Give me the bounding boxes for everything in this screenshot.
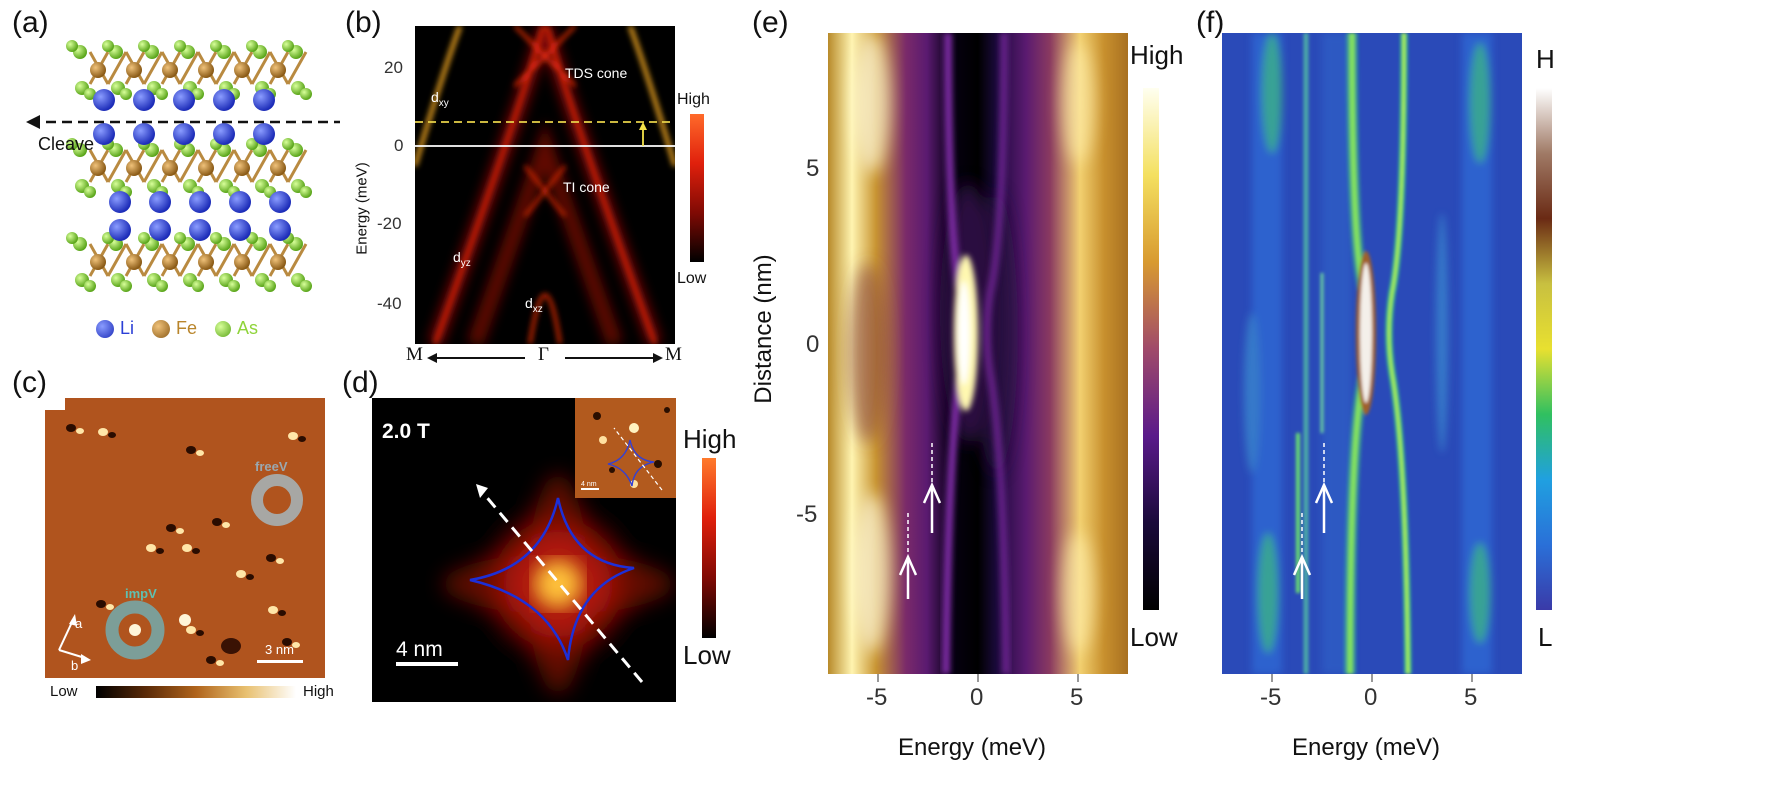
panel-d-label: (d) [342,366,379,399]
as-atom-icon [215,320,232,337]
inset-topography: 4 nm [575,398,676,498]
dxz-label: dxz [525,295,543,315]
up-arrow-icon [639,122,647,130]
fe-atom-icon [152,319,171,338]
arrow-up-icon [922,481,942,504]
panel-b-xtick: Γ [538,344,549,365]
panel-b-ytick: 0 [394,136,404,155]
scale-bar-d [396,662,458,666]
panel-b-colorbar-high: High [677,91,710,108]
panel-f-label: (f) [1196,6,1225,39]
panel-f-colorbar-high: H [1536,44,1555,74]
field-label: 2.0 T [382,420,430,443]
li-atom-icon [96,319,114,338]
panel-e-xlabel: Energy (meV) [898,734,1047,761]
legend-as-label: As [237,318,259,338]
panel-f-colorbar [1536,88,1552,610]
panel-c-label: (c) [12,366,47,399]
panel-e-ytick: -5 [796,501,818,528]
panel-b-xtick: M [665,344,682,365]
spectra-map-f [1222,33,1522,674]
panel-f-xtick: 0 [1364,684,1378,711]
panel-e-ylabel-wrap: Distance (nm) [744,254,784,403]
b-arrow-icon [81,654,91,664]
panel-b-colorbar-low: Low [677,270,707,287]
linecut-arrow-icon [476,484,488,498]
arrow-up-icon [1314,481,1334,504]
a-arrow-icon [69,614,77,626]
panel-a-label: (a) [12,6,49,39]
panel-f-xlabel: Energy (meV) [1292,734,1441,761]
dxy-label: dxy [431,89,449,109]
scale-label-d: 4 nm [396,638,443,661]
panel-d-colorbar-low: Low [683,640,731,670]
spectra-map-e [828,33,1128,674]
panel-b-axis-arrows [427,353,663,363]
atom-legend: Li Fe As [96,318,258,339]
panel-b-label: (b) [345,6,382,39]
panel-e-ytick: 5 [806,155,820,182]
panel-b-ylabel-wrap: Energy (meV) [347,140,375,280]
legend-li: Li [96,318,134,339]
panel-e-label: (e) [752,6,789,39]
ti-cone-label: TI cone [563,179,610,195]
panel-e-xtick: 0 [970,684,984,711]
scale-bar-c [257,660,303,663]
inset-scale-label: 4 nm [581,481,597,488]
panel-c-colorbar-high: High [303,683,334,700]
panel-f-xticks [1271,674,1473,682]
panel-f-xtick: -5 [1260,684,1282,711]
panel-b-ytick: -40 [377,294,402,313]
panel-c-colorbar [96,686,296,698]
tds-cone-label: TDS cone [565,65,627,81]
star-outline [469,497,635,661]
panel-e-xtick: -5 [866,684,888,711]
arrow-up-icon [1292,553,1312,576]
panel-b-colorbar [690,114,704,262]
topography-image: freeV impV a b 3 nm [45,398,325,678]
panel-e-ylabel: Distance (nm) [750,254,777,404]
panel-b-ytick: 20 [384,58,403,77]
left-arrow-icon [427,353,437,363]
panel-e-colorbar [1143,88,1159,610]
band-structure-image: TDS cone TI cone dxy dyz dxz [415,26,675,344]
legend-fe: Fe [152,318,197,339]
legend-fe-label: Fe [176,318,198,338]
cleave-label: Cleave [38,134,95,154]
scale-label-c: 3 nm [265,642,294,657]
panel-b-xtick: M [406,344,423,365]
panel-e-ytick: 0 [806,331,820,358]
impV-label: impV [125,586,157,601]
linecut-path [482,493,644,683]
panel-d-colorbar-high: High [683,424,737,454]
crystal-structure [26,40,340,292]
dyz-label: dyz [453,249,471,269]
panel-f-xtick: 5 [1464,684,1478,711]
panel-b-ylabel: Energy (meV) [353,162,371,255]
right-arrow-icon [653,353,663,363]
panel-e-colorbar-high: High [1130,40,1184,70]
impV-ring [105,600,165,660]
arrow-up-icon [898,553,918,576]
panel-e-colorbar-low: Low [1130,622,1178,652]
panel-c-colorbar-low: Low [50,683,78,700]
vortex-map-image: 2.0 T 4 nm 4 nm [372,398,676,702]
lattice-b-label: b [71,658,78,673]
panel-e-xtick: 5 [1070,684,1084,711]
cleave-arrow-icon [26,115,40,129]
panel-b-ytick: -20 [377,214,402,233]
panel-f-colorbar-low: L [1538,622,1553,652]
panel-e-xticks [877,674,1079,682]
freeV-ring [251,474,303,526]
legend-li-label: Li [120,318,135,338]
freeV-label: freeV [255,459,288,474]
panel-d-colorbar [702,458,716,638]
lattice-a-label: a [75,616,83,631]
legend-as: As [215,318,258,339]
